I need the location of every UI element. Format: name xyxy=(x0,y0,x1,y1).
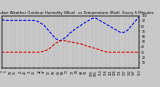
Title: Milwaukee Weather Outdoor Humidity (Blue)  vs Temperature (Red)  Every 5 Minutes: Milwaukee Weather Outdoor Humidity (Blue… xyxy=(0,11,153,15)
